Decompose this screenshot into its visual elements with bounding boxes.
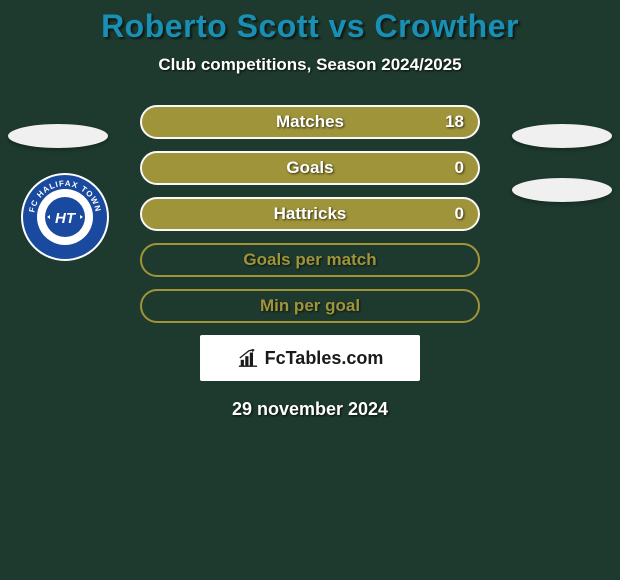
stat-value: 0: [455, 204, 464, 224]
stat-row: Matches 18: [140, 105, 480, 139]
player-slot-right-2: [512, 178, 612, 202]
stat-row: Hattricks 0: [140, 197, 480, 231]
stat-label: Matches: [276, 112, 344, 132]
stat-label: Min per goal: [260, 296, 360, 316]
stat-label: Hattricks: [274, 204, 347, 224]
watermark-text: FcTables.com: [265, 348, 384, 369]
date-label: 29 november 2024: [0, 399, 620, 420]
watermark: FcTables.com: [200, 335, 420, 381]
stat-row: Min per goal: [140, 289, 480, 323]
player-slot-left-1: [8, 124, 108, 148]
player-slot-right-1: [512, 124, 612, 148]
page-title: Roberto Scott vs Crowther: [0, 8, 620, 45]
subtitle: Club competitions, Season 2024/2025: [0, 55, 620, 75]
club-badge-icon: FC HALIFAX TOWN THE SHAYMEN HT: [20, 172, 110, 262]
stat-row: Goals 0: [140, 151, 480, 185]
stat-label: Goals: [286, 158, 333, 178]
stat-row: Goals per match: [140, 243, 480, 277]
svg-text:HT: HT: [55, 210, 77, 227]
stat-value: 18: [445, 112, 464, 132]
stat-label: Goals per match: [243, 250, 376, 270]
club-badge: FC HALIFAX TOWN THE SHAYMEN HT: [20, 172, 110, 262]
stats-list: Matches 18 Goals 0 Hattricks 0 Goals per match…: [140, 105, 480, 323]
chart-icon: [237, 348, 259, 368]
stat-value: 0: [455, 158, 464, 178]
